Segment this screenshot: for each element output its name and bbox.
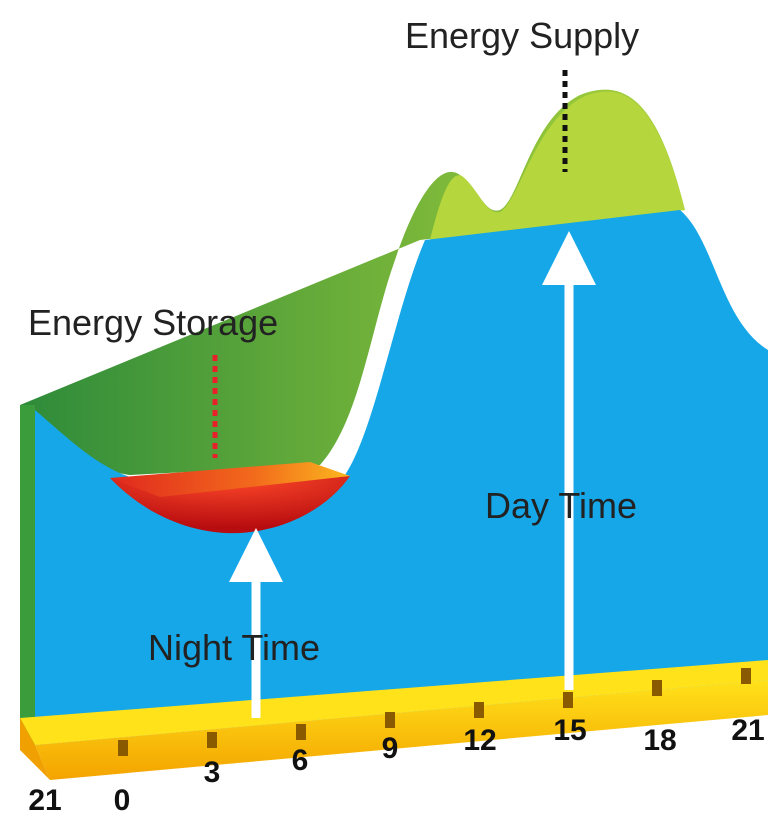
left-edge — [20, 405, 35, 745]
base-left — [20, 718, 50, 780]
hour-label: 18 — [643, 724, 676, 757]
hour-label: 21 — [28, 784, 61, 817]
hour-label: 0 — [114, 784, 131, 817]
storage-label: Energy Storage — [28, 302, 278, 343]
hour-label: 21 — [731, 714, 764, 747]
supply-top — [430, 91, 685, 240]
demand-area — [35, 210, 768, 745]
base-notches — [118, 668, 751, 756]
base-top — [20, 660, 768, 745]
hour-label: 9 — [382, 732, 399, 765]
night-label: Night Time — [148, 627, 320, 668]
supply-label: Energy Supply — [405, 15, 639, 56]
day-label: Day Time — [485, 485, 637, 526]
storage-top — [110, 462, 350, 497]
base-front — [35, 680, 768, 780]
hour-label: 3 — [204, 756, 221, 789]
hour-labels: 21 0 3 6 9 12 15 18 21 — [28, 714, 764, 817]
hour-label: 6 — [292, 744, 309, 777]
hour-label: 15 — [553, 714, 586, 747]
hour-label: 12 — [463, 724, 496, 757]
